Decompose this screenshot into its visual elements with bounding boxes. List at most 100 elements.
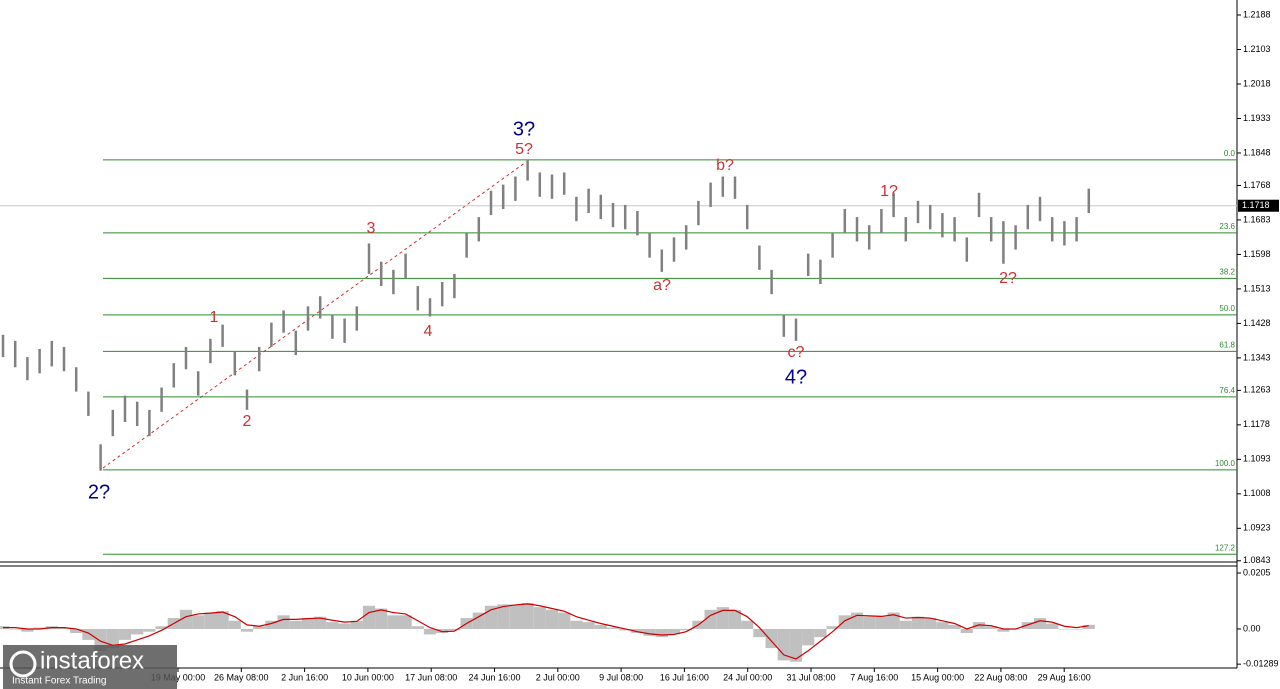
osc-histogram-bar bbox=[118, 628, 132, 640]
osc-histogram-bar bbox=[70, 628, 83, 634]
watermark-brand: instaforex bbox=[40, 647, 144, 674]
y-tick-label: 1.1093 bbox=[1243, 454, 1271, 464]
osc-histogram-bar bbox=[21, 628, 34, 632]
y-tick-label: 1.1598 bbox=[1243, 249, 1271, 259]
watermark-box bbox=[3, 645, 177, 689]
osc-signal-line bbox=[3, 603, 1089, 660]
osc-histogram-bar bbox=[1033, 618, 1047, 629]
osc-histogram-bar bbox=[814, 628, 827, 638]
osc-histogram-bar bbox=[789, 628, 803, 662]
watermark: instaforex Instant Forex Trading bbox=[3, 645, 177, 689]
y-tick-label: 1.1768 bbox=[1243, 180, 1271, 190]
osc-histogram-bar bbox=[716, 607, 729, 629]
osc-histogram-bar bbox=[728, 609, 742, 629]
osc-histogram-bar bbox=[741, 620, 754, 629]
y-tick-label: 1.2103 bbox=[1243, 44, 1271, 54]
osc-histogram-bar bbox=[362, 605, 376, 629]
osc-histogram-bar bbox=[338, 623, 351, 629]
wave-label: 1 bbox=[210, 309, 219, 326]
osc-histogram-bar bbox=[192, 615, 205, 629]
x-tick-label: 7 Aug 16:00 bbox=[850, 672, 898, 682]
y-tick-label: 1.1933 bbox=[1243, 113, 1271, 123]
wave-label: 5? bbox=[515, 141, 533, 158]
fib-label: 61.8 bbox=[1219, 341, 1235, 350]
osc-histogram-bar bbox=[753, 628, 766, 638]
osc-histogram-bar bbox=[655, 628, 668, 638]
x-tick-label: 22 Aug 08:00 bbox=[974, 672, 1027, 682]
osc-histogram-bar bbox=[924, 618, 937, 629]
osc-histogram-bar bbox=[472, 612, 485, 629]
osc-histogram-bar bbox=[301, 618, 315, 629]
osc-histogram-bar bbox=[277, 615, 290, 629]
osc-histogram-bar bbox=[436, 628, 449, 634]
osc-histogram-bar bbox=[558, 612, 571, 629]
x-tick-label: 2 Jun 16:00 bbox=[281, 672, 328, 682]
osc-histogram-bar bbox=[1058, 628, 1071, 630]
x-tick-label: 16 Jul 16:00 bbox=[660, 672, 709, 682]
x-tick-label: 24 Jul 00:00 bbox=[723, 672, 772, 682]
x-tick-label: 19 May 00:00 bbox=[151, 672, 206, 682]
y-tick-label: 1.1428 bbox=[1243, 318, 1271, 328]
osc-histogram-bar bbox=[960, 628, 973, 634]
osc-histogram-bar bbox=[643, 628, 656, 636]
x-tick-label: 2 Jul 00:00 bbox=[536, 672, 580, 682]
y-tick-label: 1.1263 bbox=[1243, 385, 1271, 395]
osc-histogram-bar bbox=[582, 622, 595, 629]
osc-histogram-bar bbox=[1046, 623, 1059, 629]
osc-histogram-bar bbox=[387, 615, 400, 629]
watermark-logo bbox=[9, 650, 37, 678]
wave-label: 1? bbox=[880, 183, 898, 200]
y-tick-label: 1.1008 bbox=[1243, 488, 1271, 498]
osc-histogram-bar bbox=[606, 627, 620, 629]
osc-histogram-bar bbox=[972, 622, 986, 629]
wave-label: 2 bbox=[243, 413, 252, 430]
osc-histogram-bar bbox=[777, 628, 790, 661]
fib-label: 50.0 bbox=[1219, 304, 1235, 313]
x-tick-label: 9 Jul 08:00 bbox=[599, 672, 643, 682]
osc-histogram-bar bbox=[155, 626, 168, 629]
y-tick-label: 1.1178 bbox=[1243, 419, 1270, 429]
osc-histogram-bar bbox=[82, 628, 95, 640]
x-tick-label: 17 Jun 08:00 bbox=[405, 672, 457, 682]
osc-histogram-bar bbox=[143, 628, 156, 632]
wave-label: 3? bbox=[513, 118, 535, 140]
osc-histogram-bar bbox=[533, 607, 546, 629]
osc-histogram-bar bbox=[899, 620, 912, 629]
wave-label: 4? bbox=[785, 366, 807, 388]
osc-histogram-bar bbox=[1070, 628, 1083, 630]
fib-label: 76.4 bbox=[1219, 386, 1235, 395]
osc-histogram-bar bbox=[179, 609, 193, 629]
osc-histogram-bar bbox=[228, 620, 241, 629]
osc-histogram-bar bbox=[948, 624, 961, 629]
osc-histogram-bar bbox=[985, 626, 998, 629]
osc-histogram-bar bbox=[411, 626, 424, 629]
osc-histogram-bar bbox=[631, 628, 644, 634]
x-tick-label: 31 Jul 08:00 bbox=[786, 672, 835, 682]
osc-histogram-bar bbox=[423, 628, 437, 635]
osc-histogram-bar bbox=[253, 626, 266, 629]
fib-label: 0.0 bbox=[1224, 149, 1236, 158]
osc-histogram-bar bbox=[509, 604, 522, 629]
fib-label: 100.0 bbox=[1215, 459, 1236, 468]
wave-label: c? bbox=[788, 344, 805, 361]
osc-histogram-bar bbox=[240, 628, 254, 632]
osc-histogram-bar bbox=[265, 620, 278, 629]
wave-label: a? bbox=[653, 277, 671, 294]
osc-histogram-bar bbox=[936, 622, 949, 629]
osc-histogram-bar bbox=[545, 609, 559, 629]
osc-histogram-bar bbox=[838, 615, 851, 629]
x-tick-label: 29 Aug 16:00 bbox=[1038, 672, 1091, 682]
wave-label: 3 bbox=[367, 220, 376, 237]
osc-histogram-bar bbox=[350, 620, 363, 629]
osc-histogram-bar bbox=[875, 616, 888, 629]
wave-label: 2? bbox=[999, 270, 1017, 287]
y-tick-label: 1.0923 bbox=[1243, 523, 1271, 533]
osc-histogram-bar bbox=[9, 628, 22, 630]
osc-histogram-bar bbox=[667, 628, 681, 635]
osc-histogram-bar bbox=[131, 628, 144, 635]
osc-histogram-bar bbox=[765, 628, 778, 649]
y-tick-label: 1.0843 bbox=[1243, 555, 1271, 565]
osc-histogram-bar bbox=[570, 620, 583, 629]
osc-histogram-bar bbox=[802, 628, 815, 646]
